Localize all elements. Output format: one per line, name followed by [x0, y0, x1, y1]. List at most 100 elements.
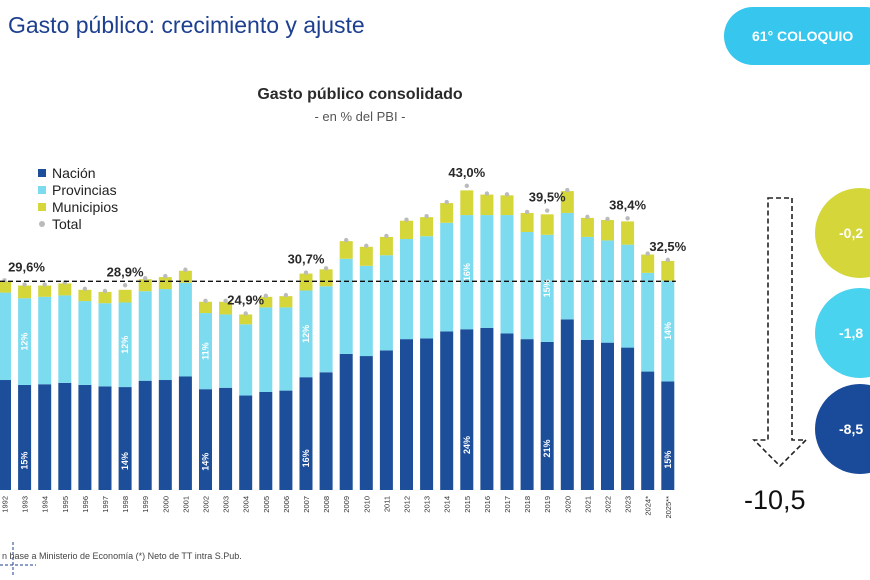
bar-provincias-2017	[500, 215, 514, 334]
x-tick-label: 2022	[604, 496, 613, 513]
bar-provincias-2000	[158, 289, 172, 381]
x-tick-label: 1998	[121, 496, 130, 513]
x-tick-label: 2018	[523, 496, 532, 513]
bar-provincias-2014	[440, 222, 454, 332]
bar-municipios-2024*	[641, 254, 655, 273]
x-tick-label: 2000	[161, 496, 170, 513]
x-tick-label: 1997	[101, 496, 110, 513]
bar-provincias-2025**	[661, 280, 675, 382]
bar-municipios-2020	[560, 191, 574, 213]
source-footnote: n base a Ministerio de Economía (*) Neto…	[2, 551, 242, 561]
x-tick-label: 2020	[563, 496, 572, 513]
x-tick-label: 2025**	[664, 496, 673, 519]
bar-municipios-1994	[38, 285, 52, 297]
total-label-2007: 30,7%	[288, 252, 325, 267]
total-dot-2010	[364, 243, 369, 248]
bar-nación-2014	[440, 331, 454, 490]
x-tick-label: 2005	[262, 496, 271, 513]
bar-nación-2013	[420, 338, 434, 490]
bar-provincias-2004	[239, 324, 253, 396]
bar-municipios-2019	[540, 214, 554, 235]
segment-label-nación-2015: 24%	[462, 436, 472, 454]
bar-nación-2016	[480, 327, 494, 490]
total-dot-2020	[565, 187, 570, 193]
legend-item-total: Total	[38, 215, 118, 232]
bar-provincias-2023	[621, 244, 635, 348]
bar-provincias-1999	[138, 291, 152, 381]
bar-nación-2015	[460, 329, 474, 490]
bar-provincias-1997	[98, 303, 112, 387]
bar-provincias-2015	[460, 215, 474, 330]
bar-provincias-1992	[0, 292, 11, 381]
bar-provincias-2010	[359, 265, 373, 357]
bar-nación-1994	[38, 384, 52, 490]
x-tick-label: 2016	[483, 496, 492, 513]
segment-label-nación-2019: 21%	[542, 440, 552, 458]
x-tick-label: 1995	[61, 496, 70, 513]
bar-nación-2003	[219, 387, 233, 490]
total-dot-2021	[585, 214, 590, 220]
bar-nación-2025**	[661, 381, 675, 490]
bar-provincias-1996	[78, 301, 92, 385]
bar-municipios-2001	[178, 270, 192, 283]
bar-nación-2021	[580, 339, 594, 490]
legend-label-nacion: Nación	[52, 164, 96, 181]
bar-nación-1998	[118, 387, 132, 490]
total-dot-1994	[42, 282, 47, 287]
total-dot-2008	[323, 266, 329, 271]
segment-label-provincias-2019: 15%	[542, 279, 552, 297]
bar-nación-1993	[18, 384, 32, 490]
bar-nación-1997	[98, 386, 112, 490]
bar-provincias-2001	[178, 282, 192, 377]
bar-provincias-2005	[259, 307, 273, 393]
legend-label-provincias: Provincias	[52, 181, 117, 198]
total-dot-2006	[283, 292, 289, 298]
bar-nación-2020	[560, 319, 574, 490]
x-tick-label: 2013	[423, 496, 432, 513]
bar-nación-2000	[158, 380, 172, 490]
segment-label-nación-1993: 15%	[20, 452, 30, 470]
segment-label-provincias-2025**: 14%	[663, 322, 673, 340]
bar-nación-2019	[540, 341, 554, 490]
bar-municipios-2002	[199, 301, 212, 314]
total-dot-2015	[464, 183, 469, 189]
bar-municipios-2004	[239, 314, 253, 325]
total-dot-2025**	[665, 257, 670, 263]
total-dot-1999	[143, 276, 148, 281]
total-dot-1996	[82, 286, 88, 291]
x-tick-label: 1999	[141, 496, 150, 513]
bar-provincias-2002	[199, 313, 212, 390]
bar-provincias-1993	[18, 298, 32, 385]
bar-municipios-2005	[259, 296, 273, 308]
bar-provincias-1998	[118, 302, 132, 388]
bar-municipios-2013	[420, 217, 434, 237]
total-label-2019: 39,5%	[529, 190, 566, 205]
segment-label-provincias-1998: 12%	[120, 336, 130, 354]
total-dot-2002	[203, 298, 208, 303]
bar-municipios-2016	[480, 194, 494, 216]
bar-municipios-2014	[440, 203, 454, 223]
chart-subtitle: - en % del PBI -	[314, 109, 406, 124]
bar-nación-2008	[319, 372, 333, 490]
legend-swatch-provincias	[38, 185, 46, 194]
x-tick-label: 2006	[282, 496, 291, 513]
bar-nación-2007	[299, 377, 313, 490]
bar-nación-1999	[138, 380, 152, 490]
segment-label-nación-1998: 14%	[120, 452, 130, 470]
page-title: Gasto público: crecimiento y ajuste	[8, 12, 365, 38]
x-tick-label: 2001	[181, 496, 190, 513]
legend-label-municipios: Municipios	[52, 198, 119, 215]
bar-provincias-1994	[38, 296, 52, 385]
x-tick-label: 2017	[503, 496, 512, 513]
bar-nación-2004	[239, 395, 253, 490]
bar-nación-2011	[379, 350, 393, 490]
total-dot-2024*	[645, 251, 650, 256]
bar-nación-2017	[500, 333, 514, 490]
bar-municipios-2000	[158, 277, 172, 290]
bar-nación-2022	[601, 342, 614, 490]
total-dot-2001	[183, 267, 188, 272]
bar-provincias-2021	[580, 236, 594, 340]
x-tick-label: 2011	[382, 496, 391, 512]
x-tick-label: 2007	[302, 496, 311, 513]
total-dot-2000	[163, 273, 168, 279]
